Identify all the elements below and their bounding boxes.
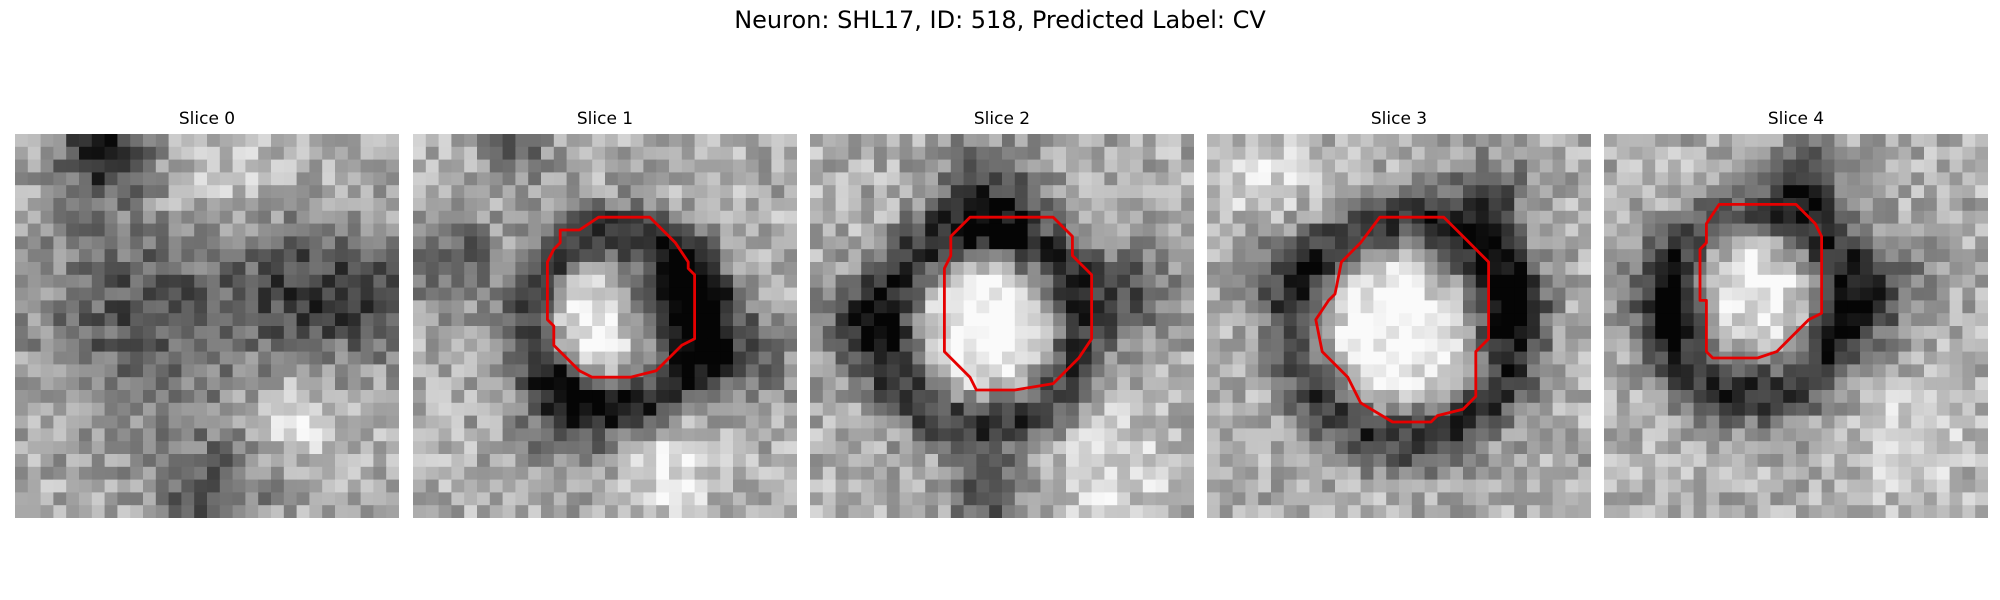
slice-image-1 xyxy=(413,134,797,518)
slice-image-0 xyxy=(15,134,399,518)
slice-panel-1: Slice 1 xyxy=(413,108,797,518)
figure-title: Neuron: SHL17, ID: 518, Predicted Label:… xyxy=(734,6,1266,34)
slice-title-4: Slice 4 xyxy=(1767,109,1825,129)
segmentation-contour xyxy=(545,215,697,379)
slice-title-0: Slice 0 xyxy=(178,109,236,129)
slice-panel-4: Slice 4 xyxy=(1604,108,1988,518)
slice-image-3 xyxy=(1207,134,1591,518)
segmentation-contour xyxy=(942,215,1094,392)
slice-image-4 xyxy=(1604,134,1988,518)
slice-panel-2: Slice 2 xyxy=(810,108,1194,518)
slice-panel-3: Slice 3 xyxy=(1207,108,1591,518)
slice-title-3: Slice 3 xyxy=(1370,109,1428,129)
slice-image-2 xyxy=(810,134,1194,518)
segmentation-contour xyxy=(1314,215,1491,424)
segmentation-contour xyxy=(1698,202,1824,360)
slice-title-2: Slice 2 xyxy=(973,109,1031,129)
slice-title-1: Slice 1 xyxy=(576,109,634,129)
slice-panel-0: Slice 0 xyxy=(15,108,399,518)
